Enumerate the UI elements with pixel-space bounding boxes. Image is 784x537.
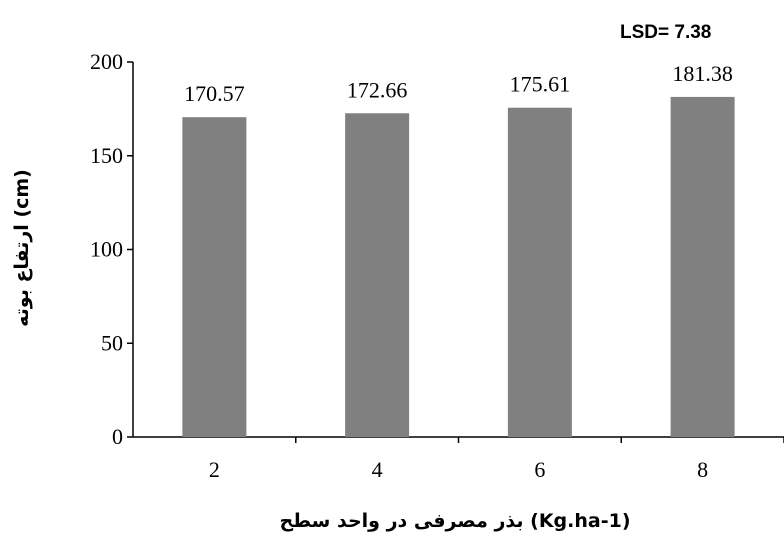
- y-tick-label: 100: [90, 237, 123, 262]
- y-tick-label: 150: [90, 143, 123, 168]
- y-tick-label: 50: [101, 330, 123, 355]
- y-axis-title: ارتفاع بوته (cm): [11, 169, 33, 327]
- x-axis-title: بذر مصرفی در واحد سطح (Kg.ha-1): [279, 510, 630, 532]
- y-tick-label: 200: [90, 49, 123, 74]
- x-tick-label: 6: [534, 457, 545, 482]
- x-tick-labels: 2 4 6 8: [209, 437, 784, 482]
- x-tick-label: 4: [372, 457, 383, 482]
- bar-6: [507, 107, 572, 437]
- x-tick-label: 8: [697, 457, 708, 482]
- bar-2: [182, 117, 247, 438]
- y-tick-labels: 0 50 100 150 200: [90, 49, 133, 449]
- bar-8: [670, 96, 735, 437]
- data-labels: 170.57 172.66 175.61 181.38: [184, 61, 733, 106]
- bar-4: [345, 113, 410, 437]
- y-tick-label: 0: [112, 424, 123, 449]
- bars: [182, 96, 735, 438]
- x-tick-label: 2: [209, 457, 220, 482]
- data-label: 172.66: [347, 77, 408, 102]
- data-label: 181.38: [672, 61, 733, 86]
- lsd-annotation: LSD= 7.38: [620, 22, 711, 43]
- data-label: 170.57: [184, 81, 245, 106]
- data-label: 175.61: [510, 72, 571, 97]
